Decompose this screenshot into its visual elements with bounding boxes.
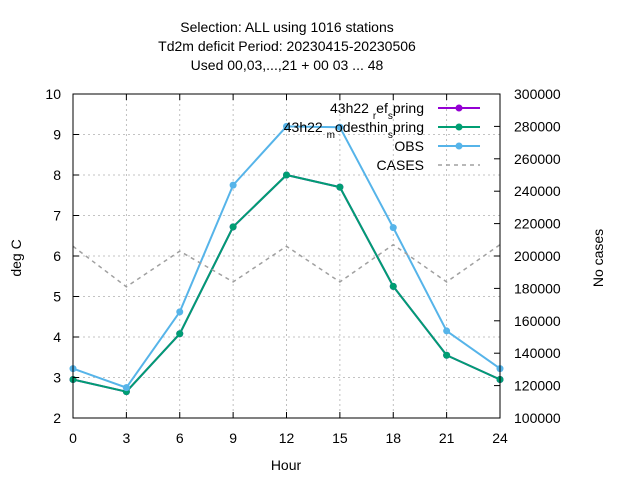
y2-tick-label: 280000 xyxy=(514,118,561,134)
data-point xyxy=(229,181,237,189)
y2-tick-label: 260000 xyxy=(514,151,561,167)
y-tick-label: 8 xyxy=(53,167,61,183)
y2-tick-label: 240000 xyxy=(514,183,561,199)
x-tick-label: 21 xyxy=(439,430,455,446)
y-tick-label: 7 xyxy=(53,208,61,224)
y-tick-label: 10 xyxy=(45,86,61,102)
data-point xyxy=(443,327,451,335)
x-tick-label: 9 xyxy=(229,430,237,446)
legend-label: OBS xyxy=(394,138,424,154)
chart-title-line-3: Used 00,03,...,21 + 00 03 ... 48 xyxy=(191,57,384,73)
y-tick-label: 2 xyxy=(53,410,61,426)
data-point xyxy=(336,183,344,191)
y2-tick-label: 220000 xyxy=(514,216,561,232)
data-point xyxy=(443,351,451,359)
x-tick-label: 18 xyxy=(385,430,401,446)
y2-tick-label: 300000 xyxy=(514,86,561,102)
chart-title-line-2: Td2m deficit Period: 20230415-20230506 xyxy=(158,38,416,54)
x-tick-label: 15 xyxy=(332,430,348,446)
data-point xyxy=(283,122,290,130)
data-point xyxy=(389,282,397,290)
y-tick-label: 6 xyxy=(53,248,61,264)
y2-tick-label: 160000 xyxy=(514,313,561,329)
y2-tick-label: 180000 xyxy=(514,280,561,296)
y-axis-label: deg C xyxy=(8,239,24,276)
x-tick-label: 0 xyxy=(69,430,77,446)
x-tick-label: 24 xyxy=(492,430,508,446)
x-tick-label: 3 xyxy=(122,430,130,446)
data-point xyxy=(389,224,397,232)
y2-tick-label: 120000 xyxy=(514,378,561,394)
y2-tick-label: 200000 xyxy=(514,248,561,264)
y-tick-label: 3 xyxy=(53,370,61,386)
legend-marker xyxy=(455,123,463,131)
y-tick-label: 4 xyxy=(53,329,61,345)
legend-label: CASES xyxy=(377,157,424,173)
chart-title-line-1: Selection: ALL using 1016 stations xyxy=(180,19,394,35)
data-point xyxy=(176,308,184,316)
data-point xyxy=(229,223,237,231)
y-tick-label: 9 xyxy=(53,127,61,143)
y2-axis-label: No cases xyxy=(590,229,606,287)
ticks: 0 3 6 9 12 15 18 21 24 2 3 4 5 6 7 8 9 10 100000 120000 1400… xyxy=(45,86,561,446)
x-tick-label: 6 xyxy=(176,430,184,446)
data-point xyxy=(283,171,290,179)
legend-marker xyxy=(455,104,463,112)
grid xyxy=(73,94,500,418)
y-tick-label: 5 xyxy=(53,289,61,305)
data-point xyxy=(122,384,130,392)
legend-label: 43h22 modesthinspring xyxy=(284,119,424,141)
data-point xyxy=(336,123,344,131)
y2-tick-label: 140000 xyxy=(514,345,561,361)
data-point xyxy=(176,330,184,338)
x-axis-label: Hour xyxy=(271,457,302,473)
y2-tick-label: 100000 xyxy=(514,410,561,426)
legend-marker xyxy=(455,142,463,150)
x-tick-label: 12 xyxy=(279,430,295,446)
legend-label: 43h22 refspring xyxy=(330,100,424,122)
series-line xyxy=(72,243,501,288)
